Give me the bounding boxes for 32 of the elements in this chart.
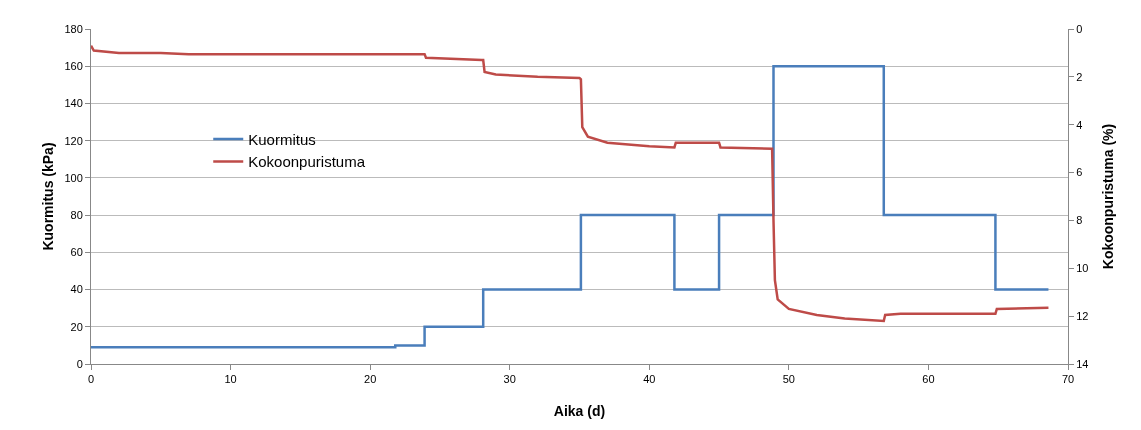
y2-tick-label: 12 [1076,309,1089,322]
y-tick-label: 160 [64,60,83,73]
y2-tick-label: 10 [1076,262,1089,275]
y2-tick-label: 14 [1076,357,1089,370]
legend-label: Kokoonpuristuma [248,153,366,171]
x-tick-label: 70 [1061,373,1075,386]
x-tick-label: 30 [503,373,516,386]
x-tick-label: 40 [643,373,656,386]
x-tick-label: 0 [87,373,95,386]
y2-tick-label: 6 [1076,166,1083,179]
y-tick-label: 0 [76,357,83,370]
x-tick-label: 60 [922,373,935,386]
y2-axis-title: Kokoonpuristuma (%) [1100,123,1116,270]
y-tick-label: 140 [64,97,83,110]
y-tick-label: 120 [64,134,83,147]
y-tick-label: 60 [70,246,83,259]
line-series [91,44,1050,323]
y2-tick-label: 2 [1076,70,1083,83]
y2-tick-label: 0 [1076,22,1083,35]
y-tick-label: 180 [64,22,83,35]
x-axis-title: Aika (d) [553,403,606,419]
y2-tick-label: 8 [1076,214,1083,227]
y2-tick-label: 4 [1076,118,1083,131]
x-tick-label: 20 [364,373,377,386]
x-tick-label: 50 [782,373,795,386]
y-tick-label: 40 [70,283,83,296]
y-tick-label: 20 [70,320,83,333]
y-tick-label: 100 [64,171,83,184]
y-tick-label: 80 [70,208,83,221]
x-tick-label: 10 [224,373,237,386]
y-axis-title: Kuormitus (kPa) [40,142,56,251]
legend-label: Kuormitus [248,130,316,148]
